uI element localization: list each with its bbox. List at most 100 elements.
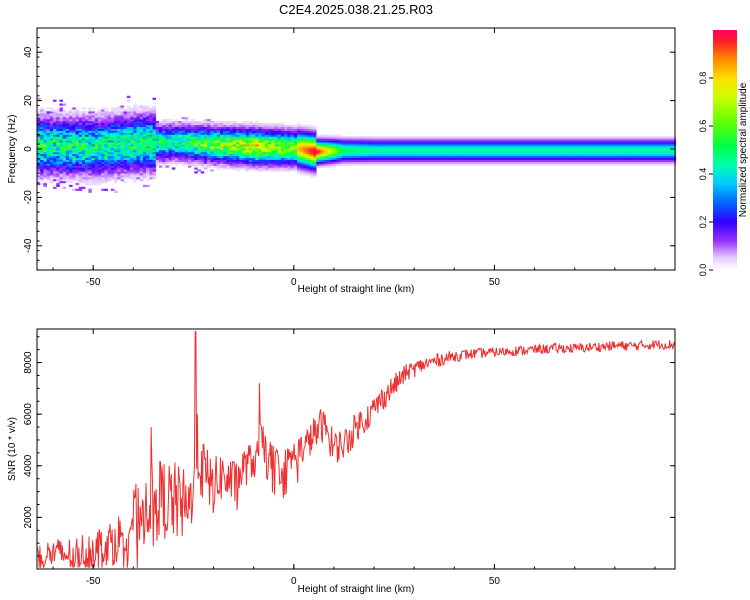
spectrogram-cell [152, 134, 157, 137]
spectrogram-cell [178, 122, 182, 126]
spectrogram-cell [300, 159, 304, 162]
spectrogram-cell [149, 148, 153, 151]
spectrogram-cell [454, 163, 458, 166]
spectrogram-cell [290, 167, 295, 170]
spectrogram-cell [46, 144, 51, 147]
spectrogram-cell [65, 124, 70, 128]
spectrogram-cell [40, 163, 44, 166]
colorbar-label: Normalized spectral amplitude [738, 82, 749, 217]
spectrogram-cell [287, 163, 291, 166]
spectrogram-cell [88, 155, 92, 159]
spectrogram-cell [280, 132, 285, 135]
spectrogram-cell [534, 157, 539, 160]
spectrogram-cell [258, 151, 262, 155]
spectrogram-cell [248, 132, 253, 135]
spectrogram-cell [69, 173, 73, 176]
spectrogram-cell [470, 161, 474, 164]
spectrogram-cell [531, 144, 535, 147]
spectrogram-cell [142, 169, 147, 172]
spectrogram-cell [62, 179, 67, 182]
spectrogram-cell [239, 130, 243, 133]
spectrogram-cell [130, 113, 134, 116]
spectrogram-cell [563, 149, 567, 153]
spectrogram-cell [463, 151, 468, 155]
spectrogram-cell [293, 142, 298, 145]
spectrogram-cell [85, 122, 89, 126]
spectrogram-cell [563, 148, 567, 151]
spectrogram-cell [367, 146, 372, 149]
spectrogram-cell [557, 140, 561, 143]
spectrogram-cell [550, 161, 555, 164]
spectrogram-cell [194, 167, 198, 170]
spectrogram-cell [191, 138, 195, 141]
spectrogram-cell [126, 151, 131, 155]
spectrogram-cell [512, 146, 516, 149]
spectrogram-cell [309, 146, 314, 149]
spectrogram-cell [133, 124, 137, 128]
spectrogram-cell [601, 151, 606, 155]
spectrogram-cell [107, 122, 112, 126]
spectrogram-cell [155, 155, 160, 159]
spectrogram-cell [502, 163, 506, 166]
spectrogram-cell [56, 118, 60, 122]
spectrogram-cell [40, 177, 44, 180]
spectrogram-cell [524, 155, 529, 159]
spectrogram-cell [65, 149, 70, 153]
spectrogram-cell [184, 157, 189, 160]
spectrogram-cell [611, 142, 616, 145]
spectrogram-cell [297, 130, 301, 133]
spectrogram-cell [624, 151, 628, 155]
spectrogram-cell [133, 161, 137, 164]
spectrogram-cell [53, 122, 57, 126]
spectrogram-cell [184, 148, 189, 151]
spectrogram-cell [49, 122, 54, 126]
spectrogram-cell [210, 134, 214, 137]
spectrogram-cell [589, 161, 593, 164]
spectrogram-cell [669, 163, 673, 166]
spectrogram-cell [550, 151, 555, 155]
spectrogram-cell [78, 171, 83, 174]
spectrogram-cell [136, 118, 141, 122]
spectrogram-cell [152, 118, 157, 122]
spectrogram-cell [248, 163, 253, 166]
spectrogram-cell [123, 122, 128, 126]
spectrogram-cell [601, 140, 606, 143]
spectrogram-cell [569, 144, 574, 147]
spectrogram-cell [592, 163, 596, 166]
spectrogram-cell [216, 144, 221, 147]
spectrogram-cell [313, 146, 317, 149]
spectrogram-cell [255, 138, 259, 141]
spectrogram-cell [191, 157, 195, 160]
spectrogram-cell [293, 130, 298, 133]
spectrogram-cell [146, 128, 150, 131]
spectrogram-cell [666, 142, 670, 145]
spectrogram-cell [133, 120, 137, 124]
spectrogram-cell [123, 171, 128, 174]
spectrogram-cell [162, 161, 166, 164]
spectrogram-cell [130, 167, 134, 170]
spectrogram-cell [412, 151, 417, 155]
spectrogram-cell [139, 109, 144, 112]
spectrogram-cell [550, 138, 555, 141]
spectrogram-cell [470, 155, 474, 159]
spectrogram-cell [120, 157, 124, 160]
spectrogram-cell [81, 163, 86, 166]
spectrogram-cell [123, 144, 128, 147]
spectrogram-cell [49, 136, 54, 139]
spectrogram-cell [444, 155, 449, 159]
spectrogram-cell [46, 169, 51, 172]
spectrogram-cell [467, 142, 471, 145]
spectrogram-cell [242, 138, 246, 141]
spectrogram-cell [187, 155, 192, 159]
spectrogram-cell [277, 132, 282, 135]
spectrogram-cell [300, 134, 304, 137]
spectrogram-cell [460, 151, 465, 155]
spectrogram-cell [62, 142, 67, 145]
spectrogram-cell [139, 142, 144, 145]
spectrogram-cell [81, 134, 86, 137]
spectrogram-cell [155, 142, 160, 145]
spectrogram-cell [97, 142, 102, 145]
spectrogram-cell [133, 118, 137, 122]
spectrogram-cell [512, 153, 516, 157]
spectrogram-cell [152, 113, 157, 116]
